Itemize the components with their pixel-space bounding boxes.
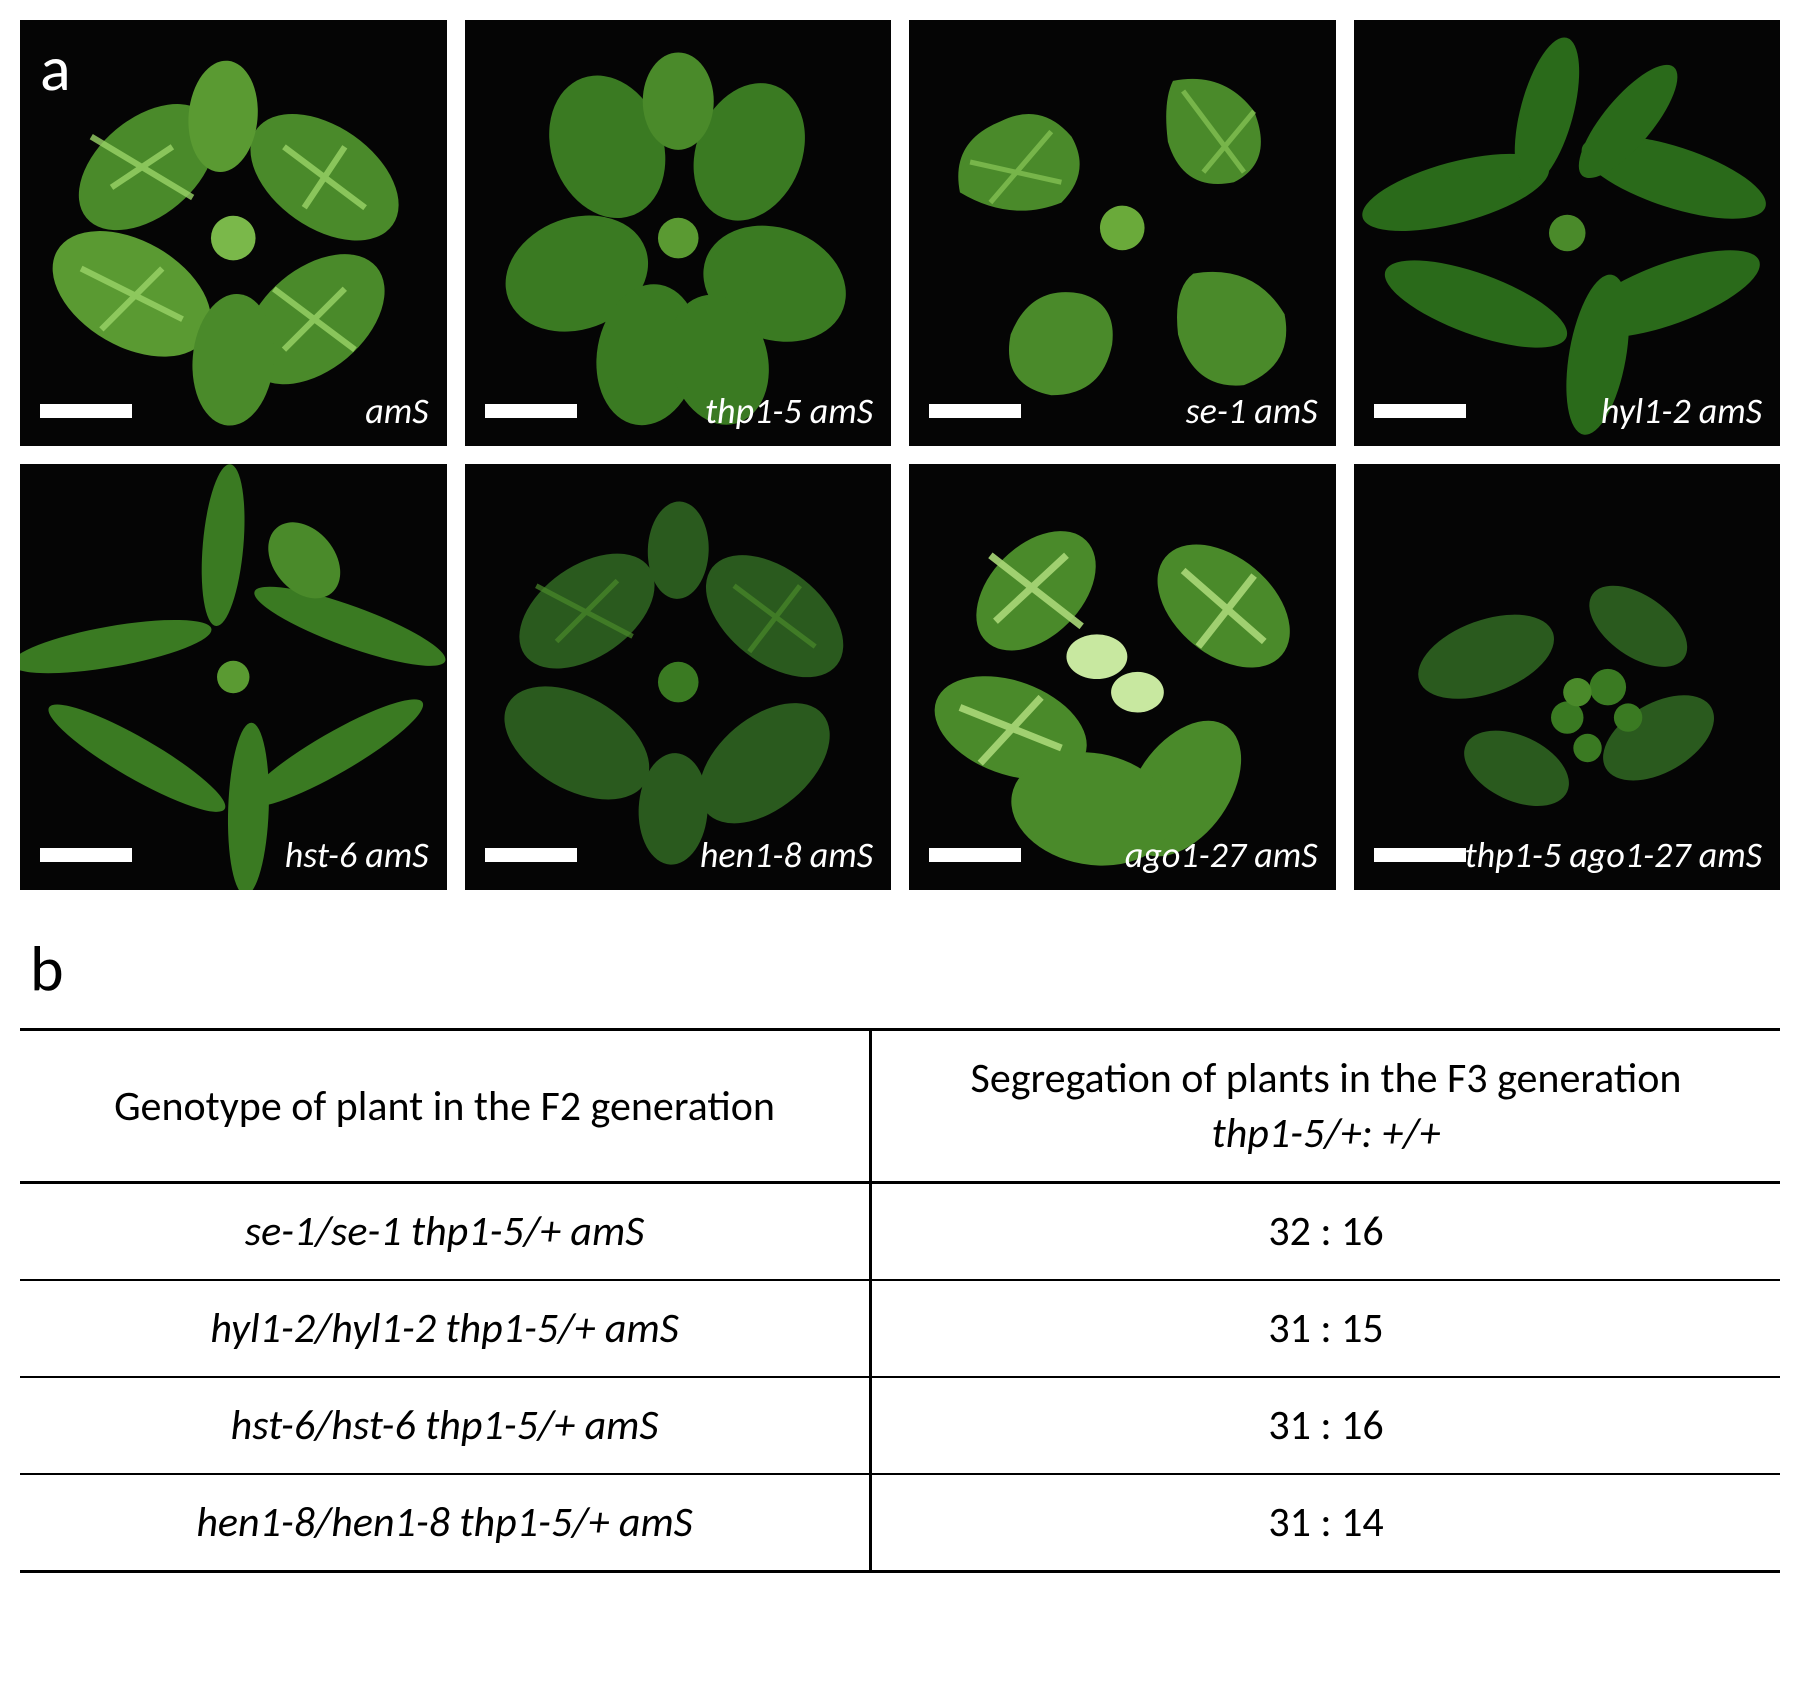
table-row: se-1/se-1 thp1-5/+ amS 32 : 16 — [20, 1183, 1780, 1281]
plant-cell-hen1-8-amS: hen1-8 amS — [465, 464, 892, 890]
plant-thp1-5-amS-icon — [465, 20, 892, 446]
scale-bar — [485, 848, 577, 862]
plant-cell-amS: amS — [20, 20, 447, 446]
plant-cell-thp1-5-ago1-27-amS: thp1-5 ago1-27 amS — [1354, 464, 1781, 890]
plant-thp1-5-ago1-27-amS-icon — [1354, 464, 1781, 890]
scale-bar — [1374, 848, 1466, 862]
scale-bar — [1374, 404, 1466, 418]
plant-hst-6-amS-icon — [20, 464, 447, 890]
genotype-label: thp1-5 amS — [705, 392, 873, 432]
plant-cell-hyl1-2-amS: hyl1-2 amS — [1354, 20, 1781, 446]
plant-cell-thp1-5-amS: thp1-5 amS — [465, 20, 892, 446]
panel-b-label: b — [30, 930, 1780, 1008]
cell-ratio: 31 : 16 — [871, 1377, 1780, 1474]
scale-bar — [929, 848, 1021, 862]
plant-hyl1-2-amS-icon — [1354, 20, 1781, 446]
panel-a-grid: a amS — [20, 20, 1780, 890]
header-genotype: Genotype of plant in the F2 generation — [20, 1030, 871, 1183]
scale-bar — [485, 404, 577, 418]
cell-ratio: 32 : 16 — [871, 1183, 1780, 1281]
genotype-label: hyl1-2 amS — [1601, 392, 1762, 432]
plant-amS-icon — [20, 20, 447, 446]
scale-bar — [929, 404, 1021, 418]
table-row: hyl1-2/hyl1-2 thp1-5/+ amS 31 : 15 — [20, 1280, 1780, 1377]
cell-genotype: hst-6/hst-6 thp1-5/+ amS — [20, 1377, 871, 1474]
plant-hen1-8-amS-icon — [465, 464, 892, 890]
segregation-table: Genotype of plant in the F2 generation S… — [20, 1028, 1780, 1573]
panel-a-label: a — [40, 30, 71, 108]
genotype-label: ago1-27 amS — [1125, 836, 1318, 876]
plant-cell-se-1-amS: se-1 amS — [909, 20, 1336, 446]
genotype-label: se-1 amS — [1186, 392, 1318, 432]
plant-cell-ago1-27-amS: ago1-27 amS — [909, 464, 1336, 890]
cell-ratio: 31 : 14 — [871, 1474, 1780, 1572]
cell-genotype: hen1-8/hen1-8 thp1-5/+ amS — [20, 1474, 871, 1572]
header-segregation: Segregation of plants in the F3 generati… — [871, 1030, 1780, 1183]
genotype-label: hst-6 amS — [285, 836, 429, 876]
plant-se-1-amS-icon — [909, 20, 1336, 446]
table-header-row: Genotype of plant in the F2 generation S… — [20, 1030, 1780, 1183]
cell-genotype: se-1/se-1 thp1-5/+ amS — [20, 1183, 871, 1281]
table-row: hst-6/hst-6 thp1-5/+ amS 31 : 16 — [20, 1377, 1780, 1474]
figure-container: a amS — [20, 20, 1780, 1573]
genotype-label: thp1-5 ago1-27 amS — [1465, 836, 1762, 876]
table-row: hen1-8/hen1-8 thp1-5/+ amS 31 : 14 — [20, 1474, 1780, 1572]
plant-ago1-27-amS-icon — [909, 464, 1336, 890]
genotype-label: hen1-8 amS — [700, 836, 873, 876]
plant-cell-hst-6-amS: hst-6 amS — [20, 464, 447, 890]
cell-genotype: hyl1-2/hyl1-2 thp1-5/+ amS — [20, 1280, 871, 1377]
genotype-label: amS — [365, 392, 428, 432]
scale-bar — [40, 848, 132, 862]
header-seg-line1: Segregation of plants in the F3 generati… — [971, 1053, 1682, 1104]
header-seg-line2: thp1-5/+: +/+ — [902, 1108, 1750, 1159]
scale-bar — [40, 404, 132, 418]
cell-ratio: 31 : 15 — [871, 1280, 1780, 1377]
